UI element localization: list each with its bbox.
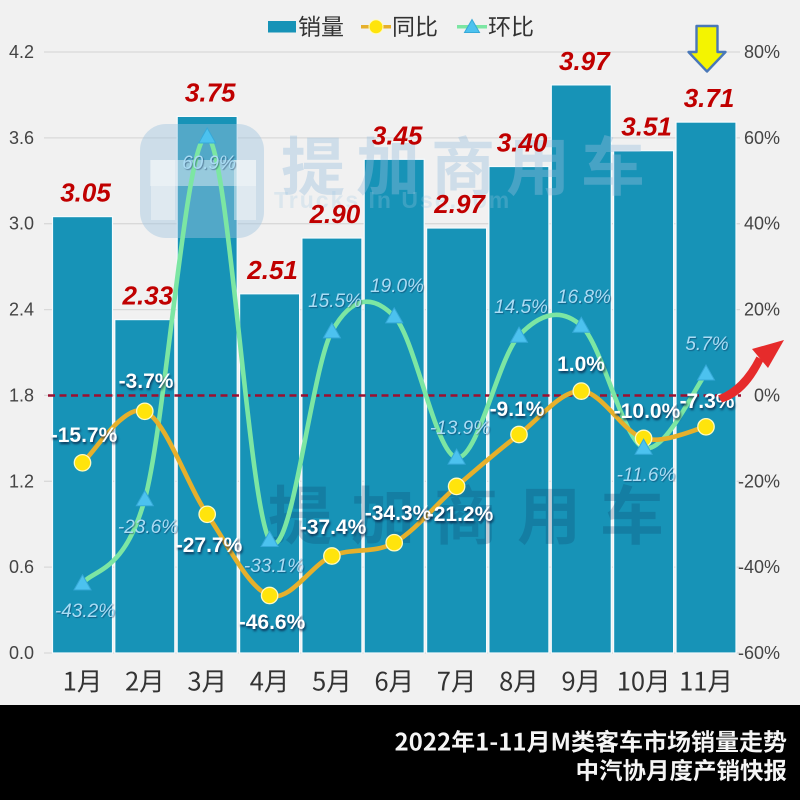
svg-text:60.9%: 60.9% (182, 153, 236, 174)
svg-text:2.4: 2.4 (9, 300, 34, 320)
svg-text:0%: 0% (754, 385, 780, 405)
svg-text:-11.6%: -11.6% (617, 465, 676, 486)
svg-text:4.2: 4.2 (9, 42, 34, 62)
svg-text:3.0: 3.0 (9, 214, 34, 234)
svg-text:-13.9%: -13.9% (430, 418, 490, 439)
svg-text:-10.0%: -10.0% (614, 400, 681, 423)
svg-text:-9.1%: -9.1% (490, 398, 545, 421)
svg-text:1.8: 1.8 (9, 385, 34, 405)
svg-text:-37.4%: -37.4% (300, 516, 367, 539)
svg-text:1.2: 1.2 (9, 471, 34, 491)
svg-text:-27.7%: -27.7% (176, 534, 243, 557)
svg-text:0.6: 0.6 (9, 557, 34, 577)
svg-text:-21.2%: -21.2% (427, 503, 494, 526)
svg-text:19.0%: 19.0% (370, 276, 424, 297)
svg-text:3.05: 3.05 (60, 178, 111, 208)
svg-text:2.33: 2.33 (121, 281, 173, 311)
svg-text:40%: 40% (744, 214, 780, 234)
svg-text:-15.7%: -15.7% (51, 424, 118, 447)
svg-text:-34.3%: -34.3% (365, 502, 432, 525)
svg-text:3.75: 3.75 (185, 77, 236, 107)
svg-text:2.97: 2.97 (433, 189, 486, 219)
svg-text:3.40: 3.40 (497, 128, 548, 158)
svg-text:2.51: 2.51 (246, 255, 298, 285)
svg-text:14.5%: 14.5% (494, 297, 548, 318)
svg-text:-23.6%: -23.6% (118, 517, 178, 538)
svg-text:1.0%: 1.0% (557, 353, 605, 376)
svg-text:-20%: -20% (738, 471, 780, 491)
svg-text:3.71: 3.71 (684, 83, 735, 113)
svg-text:16.8%: 16.8% (557, 287, 611, 308)
svg-text:Trucks In Use.com: Trucks In Use.com (274, 187, 511, 213)
svg-text:3.6: 3.6 (9, 128, 34, 148)
svg-text:-43.2%: -43.2% (55, 601, 115, 622)
svg-text:-46.6%: -46.6% (239, 611, 306, 634)
svg-text:60%: 60% (744, 128, 780, 148)
svg-text:-33.1%: -33.1% (244, 556, 304, 577)
svg-text:-60%: -60% (738, 643, 780, 663)
svg-text:3.51: 3.51 (621, 112, 672, 142)
svg-text:5.7%: 5.7% (685, 334, 728, 355)
svg-text:80%: 80% (744, 42, 780, 62)
svg-text:15.5%: 15.5% (308, 291, 362, 312)
svg-text:0.0: 0.0 (9, 643, 34, 663)
svg-text:3.97: 3.97 (559, 46, 611, 76)
svg-text:2.90: 2.90 (309, 199, 361, 229)
svg-text:3.45: 3.45 (372, 120, 423, 150)
svg-text:-3.7%: -3.7% (119, 370, 174, 393)
svg-text:20%: 20% (744, 300, 780, 320)
svg-text:-40%: -40% (738, 557, 780, 577)
